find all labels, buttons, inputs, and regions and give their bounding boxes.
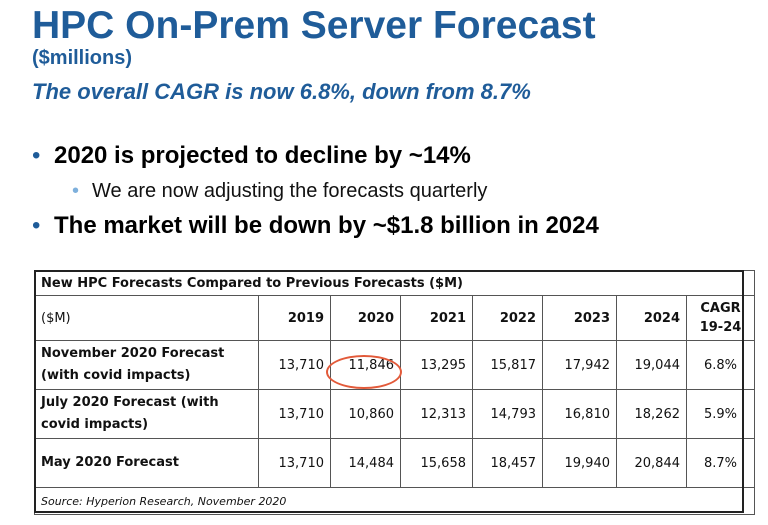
table-cell: 12,313 <box>400 389 473 439</box>
cagr-cell: 8.7% <box>686 438 755 488</box>
cagr-cell: 5.9% <box>686 389 755 439</box>
bullet-1-text: 2020 is projected to decline by ~14% <box>54 142 471 169</box>
table-cell-highlighted: 11,846 <box>330 340 401 390</box>
bullet-2-text: The market will be down by ~$1.8 billion… <box>54 212 599 239</box>
table-cell: 13,710 <box>258 438 331 488</box>
forecast-table: New HPC Forecasts Compared to Previous F… <box>34 270 755 515</box>
table-source-row: Source: Hyperion Research, November 2020 <box>34 487 755 515</box>
bullet-1: • 2020 is projected to decline by ~14% <box>32 142 471 170</box>
bullet-dot: • <box>32 142 41 169</box>
table-cell: 16,810 <box>542 389 617 439</box>
table-cell: 14,484 <box>330 438 401 488</box>
table-cell: 18,457 <box>472 438 543 488</box>
slide-title: HPC On-Prem Server Forecast <box>32 4 596 47</box>
year-header: 2020 <box>330 295 401 341</box>
table-cell: 13,710 <box>258 340 331 390</box>
table-caption-row: New HPC Forecasts Compared to Previous F… <box>34 270 755 296</box>
source-note: Source: Hyperion Research, November 2020 <box>34 487 755 515</box>
sub-bullet-1: • We are now adjusting the forecasts quar… <box>72 180 487 203</box>
table-cell: 15,817 <box>472 340 543 390</box>
row-label: July 2020 Forecast (with covid impacts) <box>34 389 259 439</box>
year-header: 2023 <box>542 295 617 341</box>
table-cell: 19,044 <box>616 340 687 390</box>
table-cell: 13,710 <box>258 389 331 439</box>
year-header: 2021 <box>400 295 473 341</box>
table-cell: 17,942 <box>542 340 617 390</box>
row-label: November 2020 Forecast (with covid impac… <box>34 340 259 390</box>
table-header-row: ($M) 2019 2020 2021 2022 2023 2024 CAGR … <box>34 295 755 341</box>
table-cell: 20,844 <box>616 438 687 488</box>
year-header: 2022 <box>472 295 543 341</box>
table-cell: 15,658 <box>400 438 473 488</box>
bullet-dot: • <box>32 212 41 239</box>
corner-label: ($M) <box>34 295 259 341</box>
table-row: November 2020 Forecast (with covid impac… <box>34 340 755 390</box>
table-cell: 13,295 <box>400 340 473 390</box>
cagr-header: CAGR 19-24 <box>686 295 755 341</box>
table-row: July 2020 Forecast (with covid impacts) … <box>34 389 755 439</box>
table-caption: New HPC Forecasts Compared to Previous F… <box>34 270 755 296</box>
table-cell: 14,793 <box>472 389 543 439</box>
cagr-cell: 6.8% <box>686 340 755 390</box>
year-header: 2024 <box>616 295 687 341</box>
year-header: 2019 <box>258 295 331 341</box>
bullet-dot: • <box>72 180 80 202</box>
sub-bullet-1-text: We are now adjusting the forecasts quart… <box>92 180 488 202</box>
row-label: May 2020 Forecast <box>34 438 259 488</box>
table-cell: 19,940 <box>542 438 617 488</box>
table-cell: 10,860 <box>330 389 401 439</box>
cagr-subtitle: The overall CAGR is now 6.8%, down from … <box>32 79 531 104</box>
bullet-2: • The market will be down by ~$1.8 billio… <box>32 212 599 240</box>
table-row: May 2020 Forecast 13,710 14,484 15,658 1… <box>34 438 755 488</box>
table-cell: 18,262 <box>616 389 687 439</box>
units-label: ($millions) <box>32 47 133 69</box>
